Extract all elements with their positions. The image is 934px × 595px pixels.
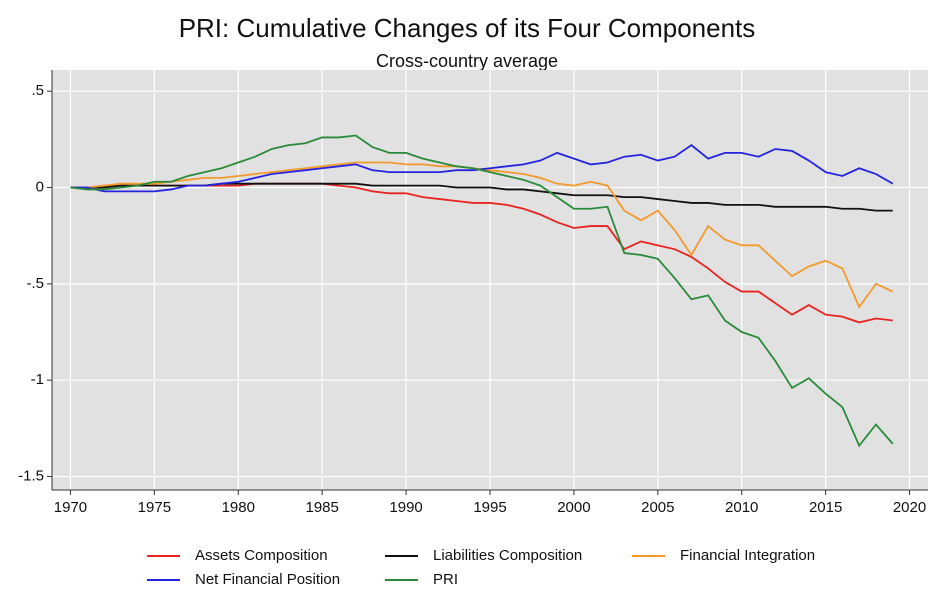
x-tick-label: 1970 xyxy=(54,499,87,516)
x-tick-label: 2015 xyxy=(809,499,842,516)
legend-label: Liabilities Composition xyxy=(433,547,582,564)
x-tick-label: 2010 xyxy=(725,499,758,516)
legend-label: Net Financial Position xyxy=(195,571,340,588)
y-tick-label: -1 xyxy=(31,371,44,388)
y-tick-label: -1.5 xyxy=(18,467,44,484)
chart-subtitle: Cross-country average xyxy=(376,51,558,71)
x-tick-label: 1990 xyxy=(389,499,422,516)
chart-title: PRI: Cumulative Changes of its Four Comp… xyxy=(179,13,756,43)
legend-label: Financial Integration xyxy=(680,547,815,564)
x-tick-label: 2020 xyxy=(893,499,926,516)
y-tick-label: .5 xyxy=(31,82,44,99)
x-tick-label: 1980 xyxy=(222,499,255,516)
x-tick-label: 2005 xyxy=(641,499,674,516)
y-tick-label: 0 xyxy=(36,178,44,195)
y-tick-label: -.5 xyxy=(26,275,44,292)
legend-label: Assets Composition xyxy=(195,547,328,564)
x-tick-label: 1995 xyxy=(473,499,506,516)
series-line xyxy=(70,134,894,448)
x-tick-label: 1985 xyxy=(305,499,338,516)
legend-label: PRI xyxy=(433,571,458,588)
x-tick-label: 2000 xyxy=(557,499,590,516)
x-tick-label: 1975 xyxy=(138,499,171,516)
series-line xyxy=(70,144,894,193)
